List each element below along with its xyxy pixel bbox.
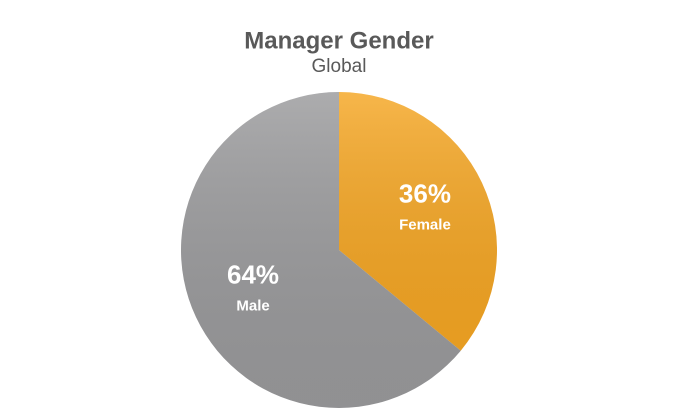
slice-shade (180, 92, 461, 408)
data-label: 36% (399, 178, 451, 208)
category-label: Male (236, 297, 269, 314)
data-label: 64% (227, 259, 279, 289)
chart-subtitle: Global (312, 56, 367, 77)
chart-title: Manager Gender (244, 27, 433, 54)
slice-shade (339, 92, 497, 351)
category-label: Female (399, 217, 451, 234)
